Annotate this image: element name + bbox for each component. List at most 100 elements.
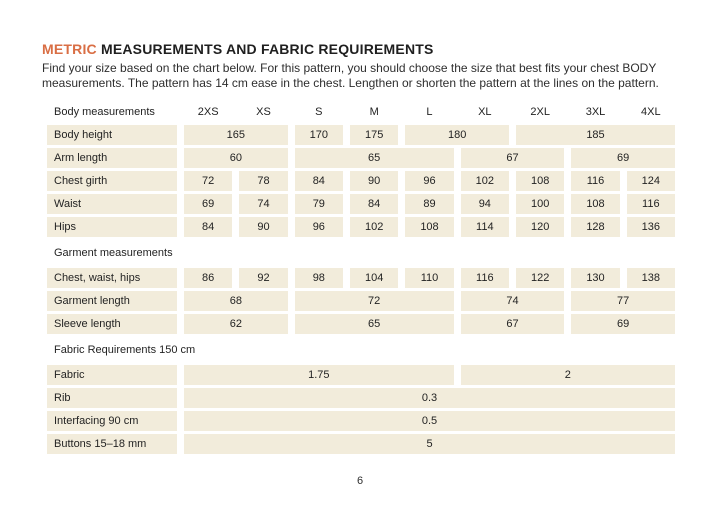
- size-column-header: 4XL: [641, 106, 661, 118]
- table-row: Fabric 1.75 2: [47, 365, 675, 385]
- fabric-section-label: Fabric Requirements 150 cm: [54, 344, 196, 356]
- table-cell: 84: [294, 171, 343, 191]
- table-cell: 110: [405, 268, 454, 288]
- row-label: Body measurements: [54, 106, 155, 118]
- table-cell: 108: [515, 171, 565, 191]
- table-cell: 114: [460, 217, 509, 237]
- table-cell: 175: [349, 125, 399, 145]
- table-cell: 67: [460, 314, 565, 334]
- table-cell: 84: [349, 194, 399, 214]
- table-cell: 102: [349, 217, 399, 237]
- table-cell: 0.3: [184, 388, 675, 408]
- table-cell: 60: [184, 148, 288, 168]
- table-row: Sleeve length 62 65 67 69: [47, 314, 675, 334]
- table-cell: 104: [349, 268, 399, 288]
- table-cell: 69: [571, 314, 675, 334]
- size-column-header: XL: [478, 106, 492, 118]
- table-cell: 102: [460, 171, 509, 191]
- table-cell: 74: [239, 194, 288, 214]
- table-cell: 185: [515, 125, 675, 145]
- table-cell: 120: [515, 217, 565, 237]
- table-cell: 116: [571, 171, 620, 191]
- page-title-rest: MEASUREMENTS AND FABRIC REQUIREMENTS: [96, 41, 434, 57]
- row-label: Waist: [47, 194, 177, 214]
- table-cell: 100: [515, 194, 565, 214]
- intro-line-1: Find your size based on the chart below.…: [42, 61, 657, 75]
- table-cell: 2: [460, 365, 675, 385]
- table-row: Buttons 15–18 mm 5: [47, 434, 675, 454]
- table-row: Interfacing 90 cm 0.5: [47, 411, 675, 431]
- table-cell: 79: [294, 194, 343, 214]
- page-title-highlight: METRIC: [42, 41, 97, 57]
- row-label: Chest, waist, hips: [47, 268, 177, 288]
- table-row: Rib 0.3: [47, 388, 675, 408]
- row-label: Garment length: [47, 291, 177, 311]
- size-column-header: 2XS: [197, 106, 219, 118]
- table-row: Chest, waist, hips 86 92 98 104 110 116 122 130 1…: [47, 268, 675, 288]
- table-cell: 98: [294, 268, 343, 288]
- table-cell: 65: [294, 148, 454, 168]
- table-cell: 96: [405, 171, 454, 191]
- page-content: METRIC MEASUREMENTS AND FABRIC REQUIREME…: [42, 41, 678, 457]
- intro-paragraph: Find your size based on the chart below.…: [42, 61, 678, 91]
- size-column-header: M: [369, 106, 379, 118]
- body-measurements-section: Body measurements 2XS XS S M L XL 2XL 3XL 4XL Body…: [47, 104, 675, 237]
- table-cell: 0.5: [184, 411, 675, 431]
- table-row: Waist 69 74 79 84 89 94 100 108 116: [47, 194, 675, 214]
- table-cell: 170: [294, 125, 343, 145]
- table-cell: 67: [460, 148, 565, 168]
- row-label: Chest girth: [47, 171, 177, 191]
- size-column-header: S: [315, 106, 323, 118]
- table-cell: 108: [405, 217, 454, 237]
- table-cell: 128: [571, 217, 620, 237]
- table-cell: 1.75: [184, 365, 454, 385]
- table-cell: 94: [460, 194, 509, 214]
- table-cell: 180: [405, 125, 509, 145]
- row-label: Buttons 15–18 mm: [47, 434, 177, 454]
- table-cell: 72: [184, 171, 233, 191]
- row-label: Arm length: [47, 148, 177, 168]
- table-cell: 74: [460, 291, 565, 311]
- table-cell: 124: [626, 171, 675, 191]
- size-column-header: L: [426, 106, 433, 118]
- table-cell: 116: [626, 194, 675, 214]
- table-row: Arm length 60 65 67 69: [47, 148, 675, 168]
- table-cell: 69: [184, 194, 233, 214]
- page-number: 6: [356, 475, 364, 487]
- intro-line-2: measurements. The pattern has 14 cm ease…: [42, 76, 659, 90]
- table-cell: 5: [184, 434, 675, 454]
- row-label: Sleeve length: [47, 314, 177, 334]
- garment-section-label: Garment measurements: [54, 247, 173, 259]
- table-cell: 77: [571, 291, 675, 311]
- row-label: Body height: [47, 125, 177, 145]
- row-label: Rib: [47, 388, 177, 408]
- table-cell: 68: [184, 291, 288, 311]
- size-column-header: XS: [256, 106, 271, 118]
- table-cell: 69: [571, 148, 675, 168]
- table-cell: 138: [626, 268, 675, 288]
- size-column-header: 2XL: [530, 106, 550, 118]
- table-row: Garment length 68 72 74 77: [47, 291, 675, 311]
- table-cell: 92: [239, 268, 288, 288]
- table-cell: 72: [294, 291, 454, 311]
- fabric-requirements-section: Fabric 1.75 2 Rib 0.3 Interfacing 90 cm 0.5 But…: [47, 365, 675, 454]
- table-cell: 90: [239, 217, 288, 237]
- row-label: Hips: [47, 217, 177, 237]
- table-cell: 65: [294, 314, 454, 334]
- table-cell: 136: [626, 217, 675, 237]
- table-cell: 62: [184, 314, 288, 334]
- size-column-header: 3XL: [585, 106, 606, 118]
- measurement-table: Body measurements 2XS XS S M L XL 2XL 3XL 4XL Body…: [47, 104, 675, 454]
- garment-measurements-section: Chest, waist, hips 86 92 98 104 110 116 122 130 1…: [47, 268, 675, 334]
- table-cell: 86: [184, 268, 233, 288]
- table-row: Hips 84 90 96 102 108 114 120 128 136: [47, 217, 675, 237]
- page-title: METRIC MEASUREMENTS AND FABRIC REQUIREME…: [42, 41, 678, 57]
- table-cell: 89: [405, 194, 454, 214]
- row-label: Interfacing 90 cm: [47, 411, 177, 431]
- table-cell: 78: [239, 171, 288, 191]
- table-cell: 108: [571, 194, 620, 214]
- table-header-row: Body measurements 2XS XS S M L XL 2XL 3XL 4XL: [47, 104, 675, 120]
- table-cell: 84: [184, 217, 233, 237]
- table-cell: 96: [294, 217, 343, 237]
